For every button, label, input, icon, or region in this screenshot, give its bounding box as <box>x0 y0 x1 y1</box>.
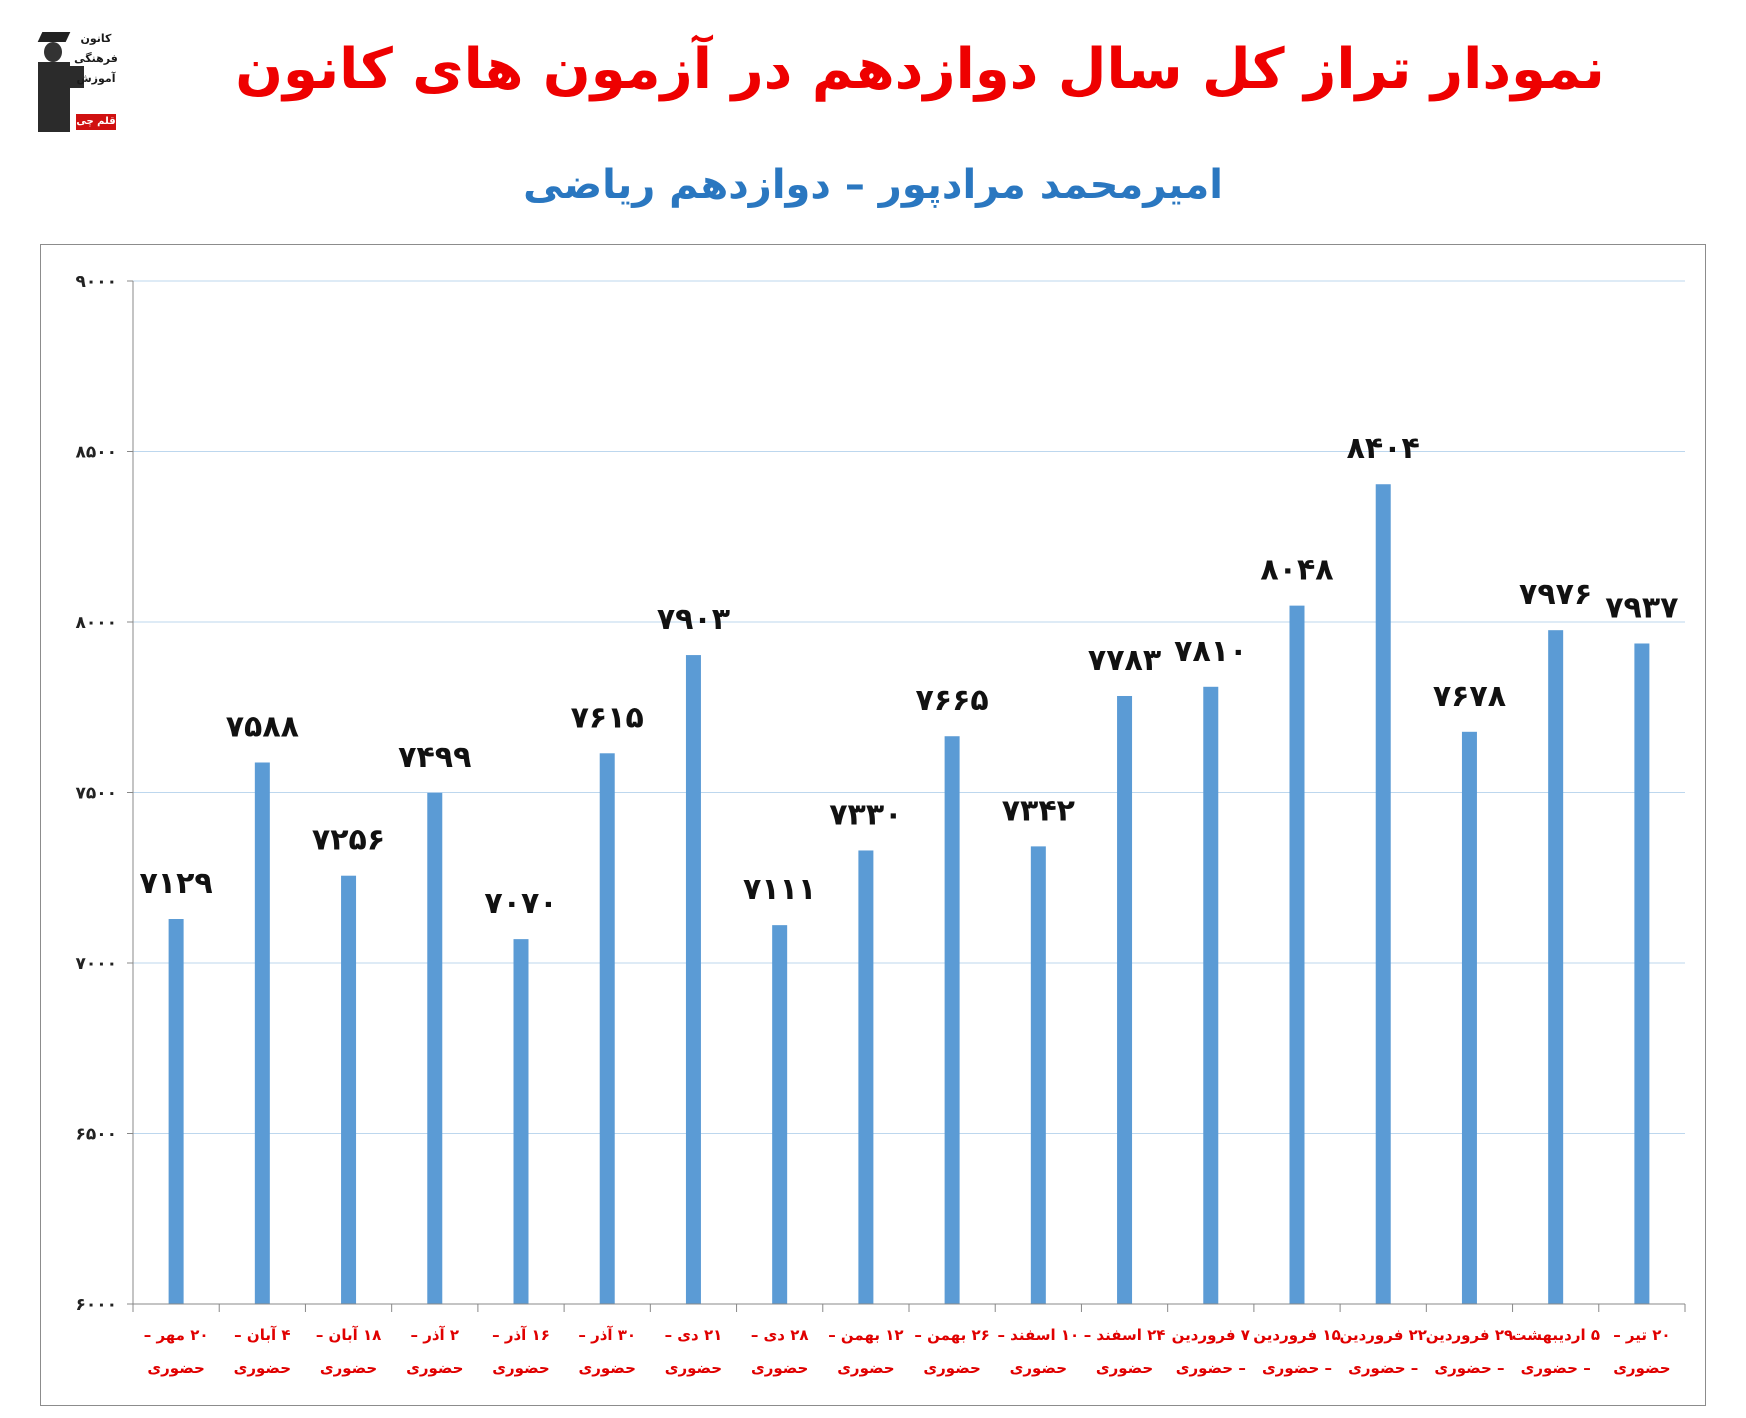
bar <box>1289 605 1305 1304</box>
data-label: ۷۴۹۹ <box>398 740 471 775</box>
x-tick-label: حضوری <box>837 1359 894 1377</box>
logo-text-line: آموزش <box>76 72 116 85</box>
x-tick-label: ۱۰ اسفند – <box>997 1326 1079 1344</box>
bar <box>944 736 960 1304</box>
x-tick-label: – حضوری <box>1262 1359 1332 1377</box>
x-tick-label: ۲۶ بهمن – <box>914 1326 989 1344</box>
y-tick-label: ۸۵۰۰ <box>75 443 117 463</box>
data-label: ۷۰۷۰ <box>484 886 557 921</box>
x-tick-label: – حضوری <box>1521 1359 1591 1377</box>
bar <box>1030 846 1046 1304</box>
x-tick-label: حضوری <box>665 1359 722 1377</box>
kanoon-logo: کانون فرهنگی آموزش قلم چی <box>34 26 118 134</box>
logo-figure-body <box>38 62 70 132</box>
gridlines <box>133 280 1685 1134</box>
x-tick-label: ۲۰ تیر – <box>1613 1326 1670 1344</box>
logo-figure-arm <box>70 66 84 88</box>
bar <box>513 939 529 1304</box>
bar <box>772 925 788 1304</box>
data-label: ۷۱۲۹ <box>139 866 212 901</box>
logo-text-line: کانون <box>80 32 112 45</box>
data-label: ۷۷۸۳ <box>1088 643 1161 678</box>
x-tick-label: – حضوری <box>1348 1359 1418 1377</box>
data-label: ۷۹۷۶ <box>1519 577 1592 612</box>
x-tick-label: حضوری <box>1010 1359 1067 1377</box>
x-tick-label: ۴ آبان – <box>234 1326 290 1344</box>
data-label: ۷۹۰۳ <box>657 602 730 637</box>
x-tick-label: ۲۲ فروردین <box>1339 1326 1426 1344</box>
x-tick-label: ۷ فروردین <box>1172 1326 1250 1344</box>
logo-text-line: فرهنگی <box>74 52 118 65</box>
y-tick-label: ۷۰۰۰ <box>75 954 117 974</box>
x-tick-label: حضوری <box>147 1359 204 1377</box>
data-label: ۷۸۱۰ <box>1174 634 1247 669</box>
x-tick-label: ۱۸ آبان – <box>316 1326 381 1344</box>
x-axis: ۲۰ مهر – حضوری ۴ آبان – حضوری ۱۸ آبان – حضوری… <box>132 1303 1686 1377</box>
x-tick-label: حضوری <box>492 1359 549 1377</box>
data-label: ۸۴۰۴ <box>1347 431 1420 466</box>
x-tick-label: ۱۵ فروردین <box>1253 1326 1340 1344</box>
x-tick-label: حضوری <box>923 1359 980 1377</box>
data-label: ۷۱۱۱ <box>743 872 816 907</box>
bar <box>858 850 874 1304</box>
y-tick-label: ۷۵۰۰ <box>75 784 117 804</box>
y-tick-label: ۸۰۰۰ <box>75 613 117 633</box>
chart-subtitle: امیرمحمد مرادپور – دوازدهم ریاضی <box>523 162 1223 208</box>
x-tick-label: حضوری <box>1613 1359 1670 1377</box>
bar <box>1634 643 1650 1304</box>
bar <box>254 762 270 1304</box>
bar <box>341 875 357 1304</box>
x-tick-label: حضوری <box>1096 1359 1153 1377</box>
x-tick-label: ۳۰ آذر – <box>578 1326 636 1344</box>
bar <box>427 792 443 1304</box>
logo-tag: قلم چی <box>76 114 116 130</box>
x-tick-label: ۲ آذر – <box>410 1326 459 1344</box>
x-tick-label: حضوری <box>579 1359 636 1377</box>
y-tick-label: ۹۰۰۰ <box>75 272 117 292</box>
x-tick-label: ۲۸ دی – <box>751 1326 809 1344</box>
bar <box>1117 695 1133 1304</box>
y-tick-label: ۶۵۰۰ <box>75 1125 117 1145</box>
x-tick-label: ۲۴ اسفند – <box>1084 1326 1166 1344</box>
bars <box>168 484 1650 1305</box>
data-label: ۷۶۱۵ <box>571 700 644 735</box>
data-label: ۸۰۴۸ <box>1260 553 1333 588</box>
x-tick-label: – حضوری <box>1176 1359 1246 1377</box>
bar <box>1461 731 1477 1304</box>
bar <box>1548 630 1564 1304</box>
data-label: ۷۳۳۰ <box>829 797 902 832</box>
x-tick-label: ۱۲ بهمن – <box>828 1326 903 1344</box>
data-labels: ۷۱۲۹ ۷۵۸۸ ۷۲۵۶ ۷۴۹۹ ۷۰۷۰ ۷۶۱۵ ۷۹۰۳ ۷۱۱۱ ۷۳۳۰ ۷۶۶۵… <box>139 431 1678 921</box>
x-tick-label: حضوری <box>320 1359 377 1377</box>
y-tick-label: ۶۰۰۰ <box>75 1295 117 1315</box>
logo-figure-head <box>44 42 62 62</box>
y-axis: ۶۰۰۰ ۶۵۰۰ ۷۰۰۰ ۷۵۰۰ ۸۰۰۰ ۸۵۰۰ ۹۰۰۰ <box>75 272 134 1315</box>
x-tick-label: ۱۶ آذر – <box>492 1326 550 1344</box>
x-tick-label: ۲۱ دی – <box>665 1326 723 1344</box>
x-tick-label: ۲۹ فروردین <box>1426 1326 1513 1344</box>
data-label: ۷۲۵۶ <box>312 823 385 858</box>
x-tick-label: حضوری <box>751 1359 808 1377</box>
chart-frame: ۶۰۰۰ ۶۵۰۰ ۷۰۰۰ ۷۵۰۰ ۸۰۰۰ ۸۵۰۰ ۹۰۰۰ ۷۱۲۹ ۷۵۸۸ ۷۲۵… <box>40 244 1706 1406</box>
bar <box>168 919 184 1304</box>
bar <box>1375 484 1391 1305</box>
bar <box>685 655 701 1304</box>
graduation-cap-icon <box>37 32 71 42</box>
data-label: ۷۵۸۸ <box>226 709 299 744</box>
data-label: ۷۳۴۲ <box>1002 793 1075 828</box>
x-tick-label: ۲۰ مهر – <box>144 1326 209 1344</box>
x-tick-label: حضوری <box>234 1359 291 1377</box>
x-tick-label: – حضوری <box>1434 1359 1504 1377</box>
x-tick-label: ۵ اردیبهشت <box>1511 1326 1600 1344</box>
data-label: ۷۹۳۷ <box>1605 590 1678 625</box>
chart-title: نمودار تراز کل سال دوازدهم در آزمون های … <box>235 37 1605 102</box>
data-label: ۷۶۶۵ <box>915 683 988 718</box>
bar <box>1203 686 1219 1304</box>
bar-chart: ۶۰۰۰ ۶۵۰۰ ۷۰۰۰ ۷۵۰۰ ۸۰۰۰ ۸۵۰۰ ۹۰۰۰ ۷۱۲۹ ۷۵۸۸ ۷۲۵… <box>75 272 1686 1377</box>
data-label: ۷۶۷۸ <box>1433 679 1506 714</box>
x-tick-label: حضوری <box>406 1359 463 1377</box>
bar <box>599 753 615 1304</box>
